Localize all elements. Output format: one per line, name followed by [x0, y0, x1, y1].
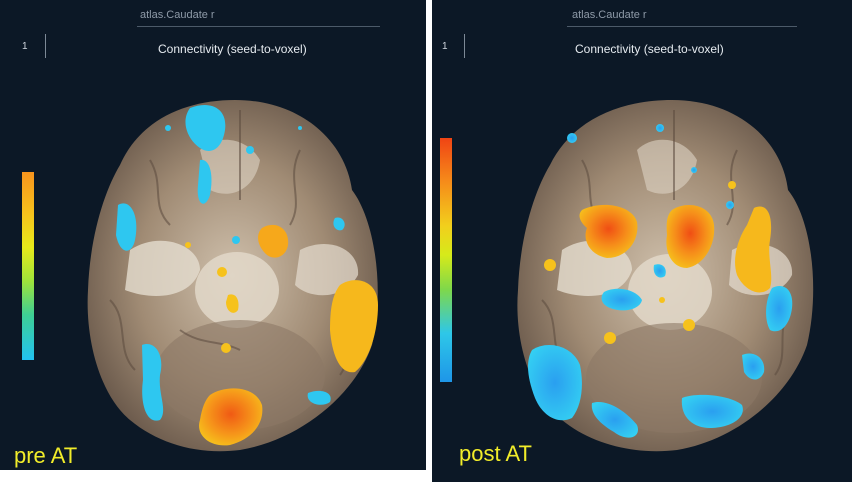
negative-clusters — [116, 104, 345, 421]
cluster — [232, 236, 240, 244]
cluster — [165, 125, 171, 131]
cluster — [185, 104, 226, 151]
cluster — [307, 390, 331, 405]
frame-number: 1 — [22, 41, 28, 52]
cluster — [330, 280, 378, 373]
white-matter — [200, 139, 260, 194]
condition-label: post AT — [459, 441, 532, 466]
cluster — [567, 133, 577, 143]
cluster — [116, 203, 137, 251]
cluster — [579, 204, 638, 258]
cluster — [333, 217, 345, 231]
seed-rule — [567, 26, 797, 27]
analysis-title: Connectivity (seed-to-voxel) — [575, 42, 724, 56]
cluster — [221, 343, 231, 353]
cluster — [681, 394, 743, 428]
cluster — [601, 288, 642, 311]
cluster — [766, 286, 793, 332]
colorbar — [22, 172, 34, 360]
cluster — [226, 294, 239, 313]
cluster — [199, 388, 263, 446]
cluster — [683, 319, 695, 331]
cluster — [258, 224, 289, 258]
colorbar — [440, 138, 452, 382]
cluster — [735, 206, 772, 293]
cluster — [604, 332, 616, 344]
frame-number: 1 — [442, 41, 448, 52]
cluster — [298, 126, 302, 130]
cluster — [653, 264, 666, 278]
cluster — [691, 167, 697, 173]
frame-divider — [45, 34, 46, 58]
condition-label: pre AT — [14, 443, 78, 468]
analysis-title: Connectivity (seed-to-voxel) — [158, 42, 307, 56]
white-matter — [125, 240, 200, 296]
cluster — [246, 146, 254, 154]
cluster — [142, 344, 164, 421]
brain-slice-post — [517, 100, 814, 452]
cluster — [544, 259, 556, 271]
positive-clusters — [544, 181, 772, 344]
brain-slice-pre — [87, 100, 378, 452]
cluster — [217, 267, 227, 277]
positive-clusters — [185, 224, 378, 446]
cluster — [591, 401, 638, 438]
brain-panel-post: atlas.Caudate r 1 Connectivity (seed-to-… — [432, 0, 852, 482]
cluster — [666, 205, 715, 268]
cluster — [197, 159, 212, 204]
frame-divider — [464, 34, 465, 58]
seed-label: atlas.Caudate r — [140, 9, 215, 21]
cluster — [185, 242, 191, 248]
cluster — [726, 201, 734, 209]
cluster — [728, 181, 736, 189]
cluster — [659, 297, 665, 303]
cluster — [528, 345, 582, 421]
cerebellum — [155, 320, 325, 430]
white-matter — [637, 139, 697, 194]
seed-rule — [137, 26, 380, 27]
brain-panel-pre: atlas.Caudate r 1 Connectivity (seed-to-… — [0, 0, 426, 470]
white-matter — [295, 244, 359, 296]
negative-clusters — [528, 124, 793, 438]
midbrain — [628, 254, 712, 330]
cluster — [742, 353, 765, 380]
midbrain — [195, 252, 279, 328]
seed-label: atlas.Caudate r — [572, 9, 647, 21]
cluster — [656, 124, 664, 132]
